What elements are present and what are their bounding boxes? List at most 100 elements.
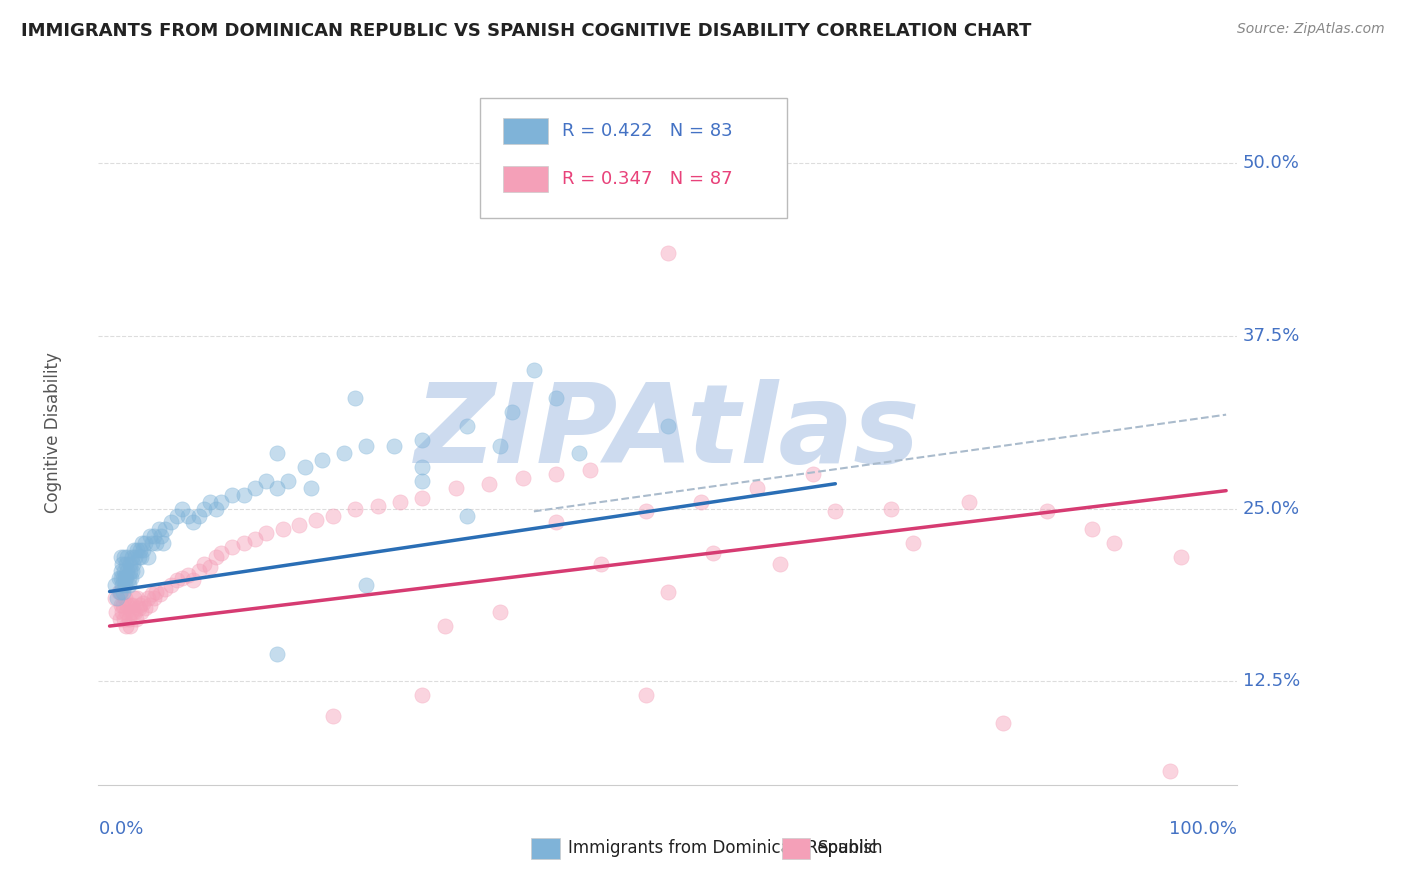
Text: IMMIGRANTS FROM DOMINICAN REPUBLIC VS SPANISH COGNITIVE DISABILITY CORRELATION C: IMMIGRANTS FROM DOMINICAN REPUBLIC VS SP…	[21, 22, 1032, 40]
Point	[172, 501, 194, 516]
Point	[111, 599, 134, 613]
Point	[115, 571, 138, 585]
Point	[120, 605, 142, 619]
Point	[132, 543, 155, 558]
Point	[111, 577, 134, 591]
Point	[411, 491, 433, 505]
Point	[104, 577, 127, 591]
Point	[903, 536, 925, 550]
Point	[183, 516, 205, 530]
Point	[112, 564, 135, 578]
Point	[125, 564, 148, 578]
Point	[322, 709, 344, 723]
Point	[204, 501, 226, 516]
Point	[1104, 536, 1126, 550]
FancyBboxPatch shape	[503, 119, 548, 144]
Point	[115, 605, 138, 619]
Point	[824, 504, 846, 518]
Point	[110, 599, 132, 613]
Point	[444, 481, 467, 495]
FancyBboxPatch shape	[503, 166, 548, 192]
Point	[121, 599, 143, 613]
Point	[110, 564, 132, 578]
Point	[107, 584, 129, 599]
Point	[110, 571, 132, 585]
Point	[177, 568, 200, 582]
Point	[657, 584, 679, 599]
Point	[134, 601, 156, 615]
Point	[139, 529, 162, 543]
Point	[136, 591, 159, 606]
Point	[122, 591, 145, 606]
Point	[356, 439, 378, 453]
Point	[114, 571, 136, 585]
Point	[187, 564, 209, 578]
Point	[114, 591, 136, 606]
Point	[1159, 764, 1181, 779]
Point	[221, 488, 243, 502]
Text: 37.5%: 37.5%	[1243, 326, 1301, 345]
Text: 0.0%: 0.0%	[98, 820, 143, 838]
Point	[121, 549, 143, 564]
Point	[634, 504, 657, 518]
Point	[489, 605, 512, 619]
Point	[232, 536, 254, 550]
Point	[117, 549, 139, 564]
Point	[125, 612, 148, 626]
Point	[411, 474, 433, 488]
Point	[344, 391, 367, 405]
Point	[122, 605, 145, 619]
Point	[1081, 522, 1104, 536]
Point	[254, 474, 277, 488]
Point	[411, 688, 433, 702]
Point	[160, 577, 183, 591]
Point	[118, 557, 141, 571]
Point	[512, 471, 534, 485]
Point	[115, 619, 138, 633]
Point	[108, 584, 131, 599]
FancyBboxPatch shape	[531, 838, 560, 859]
Point	[288, 518, 311, 533]
Point	[107, 591, 129, 606]
Point	[128, 549, 150, 564]
Point	[148, 522, 170, 536]
Point	[768, 557, 790, 571]
Point	[433, 619, 456, 633]
Point	[145, 536, 167, 550]
Point	[657, 418, 679, 433]
Point	[299, 481, 322, 495]
Text: 100.0%: 100.0%	[1170, 820, 1237, 838]
Point	[132, 596, 155, 610]
Point	[305, 513, 328, 527]
Point	[333, 446, 356, 460]
Point	[546, 516, 568, 530]
Point	[117, 612, 139, 626]
Point	[578, 463, 600, 477]
Point	[634, 688, 657, 702]
Point	[172, 571, 194, 585]
Point	[388, 494, 411, 508]
Point	[183, 574, 205, 588]
Point	[124, 605, 146, 619]
Point	[124, 549, 146, 564]
Point	[111, 584, 134, 599]
Point	[143, 529, 166, 543]
Point	[155, 582, 177, 596]
Point	[880, 501, 903, 516]
Point	[546, 391, 568, 405]
Point	[382, 439, 405, 453]
Point	[221, 541, 243, 555]
Point	[411, 460, 433, 475]
Point	[243, 532, 266, 546]
Point	[110, 549, 132, 564]
Point	[152, 536, 174, 550]
Point	[122, 557, 145, 571]
Point	[271, 522, 294, 536]
Point	[209, 546, 232, 560]
Point	[139, 599, 162, 613]
Point	[311, 453, 333, 467]
Point	[702, 546, 724, 560]
Point	[193, 501, 215, 516]
Point	[294, 460, 316, 475]
Point	[209, 494, 232, 508]
